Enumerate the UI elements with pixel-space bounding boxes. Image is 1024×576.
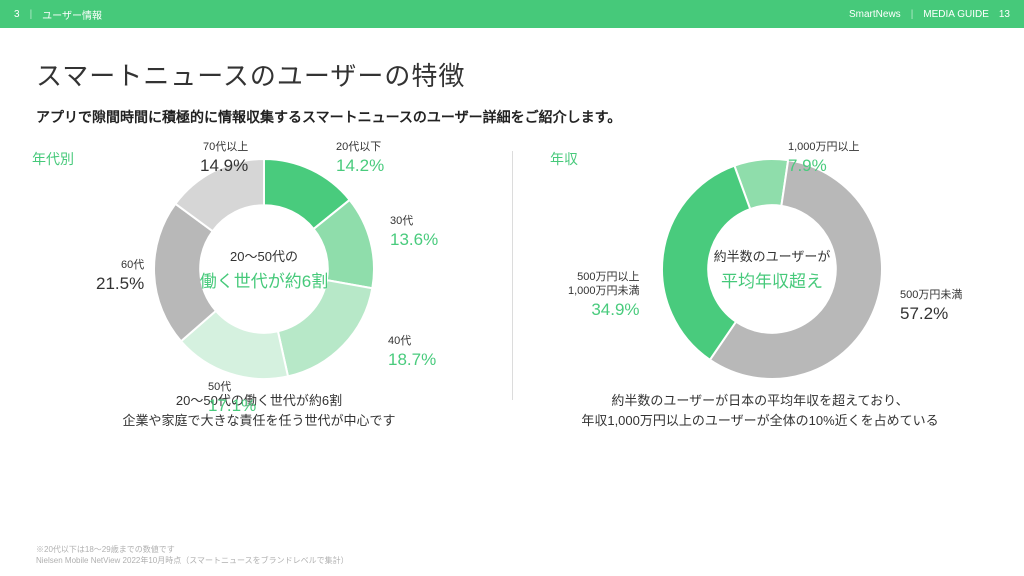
slice-value: 13.6% [390,230,438,249]
slice-value: 34.9% [591,300,639,319]
income-chart-column: 年収 約半数のユーザーが 平均年収超え 1,000万円以上7.9%500万円未満… [512,145,988,430]
slice-label: 500万円以上1,000万円未満34.9% [568,271,640,321]
slice-label: 70代以上14.9% [200,141,248,177]
slice-category: 60代 [96,259,144,273]
income-donut-chart: 約半数のユーザーが 平均年収超え 1,000万円以上7.9%500万円未満57.… [662,159,882,379]
page-title: スマートニュースのユーザーの特徴 [36,56,988,93]
slice-value: 7.9% [788,156,827,175]
slice-value: 17.1% [208,396,256,415]
income-center-line1: 約半数のユーザーが [697,246,847,265]
brand-label: SmartNews [849,9,901,20]
slice-label: 30代13.6% [390,215,438,251]
page-subtitle: アプリで隙間時間に積極的に情報収集するスマートニュースのユーザー詳細をご紹介しま… [36,107,988,127]
header-divider-icon: | [30,9,33,20]
slice-category: 500万円以上1,000万円未満 [568,271,640,299]
footnote: ※20代以下は18〜29歳までの数値です Nielsen Mobile NetV… [36,544,349,566]
slice-value: 21.5% [96,274,144,293]
section-number: 3 [14,9,20,20]
footnote-line1: ※20代以下は18〜29歳までの数値です [36,545,175,554]
slice-category: 20代以下 [336,141,384,155]
age-donut-chart: 20〜50代の 働く世代が約6割 20代以下14.2%30代13.6%40代18… [154,159,374,379]
donut-slice [278,280,372,376]
slice-label: 1,000万円以上7.9% [788,141,860,177]
doc-type-label: MEDIA GUIDE [923,9,989,20]
slice-label: 50代17.1% [208,381,256,417]
income-caption-line2: 年収1,000万円以上のユーザーが全体の10%近くを占めている [581,413,938,428]
slice-category: 30代 [390,215,438,229]
slice-value: 14.9% [200,156,248,175]
slice-value: 14.2% [336,156,384,175]
age-caption-line2: 企業や家庭で大きな責任を任う世代が中心です [122,413,395,428]
age-chart-column: 年代別 20〜50代の 働く世代が約6割 20代以下14.2%30代13.6%4… [36,145,512,430]
income-center-line2: 平均年収超え [697,267,847,292]
slice-category: 70代以上 [200,141,248,155]
income-caption: 約半数のユーザーが日本の平均年収を超えており、 年収1,000万円以上のユーザー… [512,391,988,430]
footnote-line2: Nielsen Mobile NetView 2022年10月時点（スマートニュ… [36,556,349,565]
slice-category: 50代 [208,381,256,395]
section-name: ユーザー情報 [42,7,102,22]
income-chart-heading: 年収 [550,149,578,169]
header-divider-icon: | [911,9,914,20]
slice-category: 1,000万円以上 [788,141,860,155]
page-number: 13 [999,9,1010,20]
income-caption-line1: 約半数のユーザーが日本の平均年収を超えており、 [611,393,908,408]
slice-value: 57.2% [900,304,948,323]
age-caption-line1: 20〜50代の働く世代が約6割 [176,393,342,408]
slice-label: 20代以下14.2% [336,141,384,177]
slice-label: 500万円未満57.2% [900,289,962,325]
age-chart-heading: 年代別 [32,149,74,169]
slice-label: 40代18.7% [388,335,436,371]
age-center-line1: 20〜50代の [189,246,339,265]
age-caption: 20〜50代の働く世代が約6割 企業や家庭で大きな責任を任う世代が中心です [36,391,512,430]
age-center-line2: 働く世代が約6割 [189,267,339,292]
slice-label: 60代21.5% [96,259,144,295]
slice-category: 500万円未満 [900,289,962,303]
header-bar: 3 | ユーザー情報 SmartNews | MEDIA GUIDE 13 [0,0,1024,28]
slice-category: 40代 [388,335,436,349]
slice-value: 18.7% [388,350,436,369]
